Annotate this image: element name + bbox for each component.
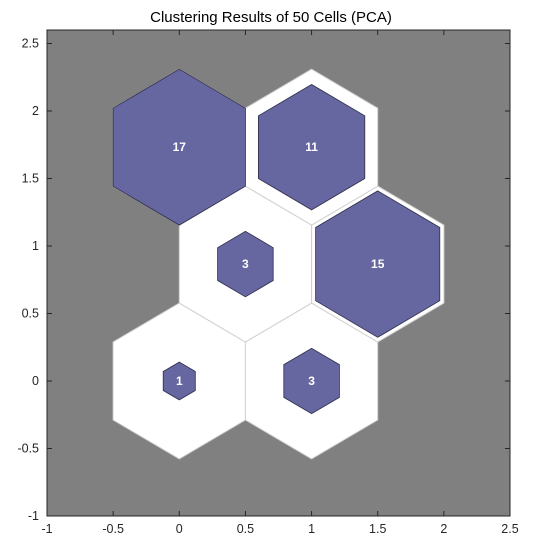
x-tick-label: -1 [41,522,52,536]
cell-4-neuron [315,190,441,338]
cell-5-neuron [112,68,246,226]
x-axis-tick-labels: -1 -0.5 0 0.5 1 1.5 2 2.5 [41,522,518,536]
cell-1-neuron [162,361,196,401]
x-tick-label: 0.5 [237,522,254,536]
cell-6-neuron [257,84,366,211]
y-tick-label: 2.5 [22,37,39,51]
y-tick-label: 0 [32,374,39,388]
x-tick-label: 2.5 [501,522,518,536]
x-tick-label: -0.5 [102,522,124,536]
y-axis-tick-labels: -1 -0.5 0 0.5 1 1.5 2 2.5 [17,37,39,524]
plot-frame [46,29,511,517]
x-tick-label: 2 [440,522,447,536]
chart-title: Clustering Results of 50 Cells (PCA) [150,9,392,26]
x-tick-label: 1.5 [369,522,386,536]
y-tick-label: -0.5 [17,442,39,456]
y-tick-label: 1 [32,239,39,253]
cell-3-neuron [217,230,274,298]
cell-6-count-label: 11 [305,140,318,154]
count-labels: 1 3 3 15 17 11 [173,140,385,388]
cell-4-count-label: 15 [371,257,385,271]
x-tick-label: 1 [308,522,315,536]
x-tick-label: 0 [176,522,183,536]
hex-neurons [112,68,441,415]
axis-ticks [46,30,511,517]
y-tick-label: -1 [28,509,39,523]
cell-1-count-label: 1 [176,374,183,388]
cell-2-count-label: 3 [308,374,315,388]
y-tick-label: 1.5 [22,172,39,186]
cell-3-count-label: 3 [242,257,249,271]
cell-5-count-label: 17 [173,140,187,154]
cell-2-neuron [283,347,340,415]
y-tick-label: 2 [32,104,39,118]
y-tick-label: 0.5 [22,307,39,321]
